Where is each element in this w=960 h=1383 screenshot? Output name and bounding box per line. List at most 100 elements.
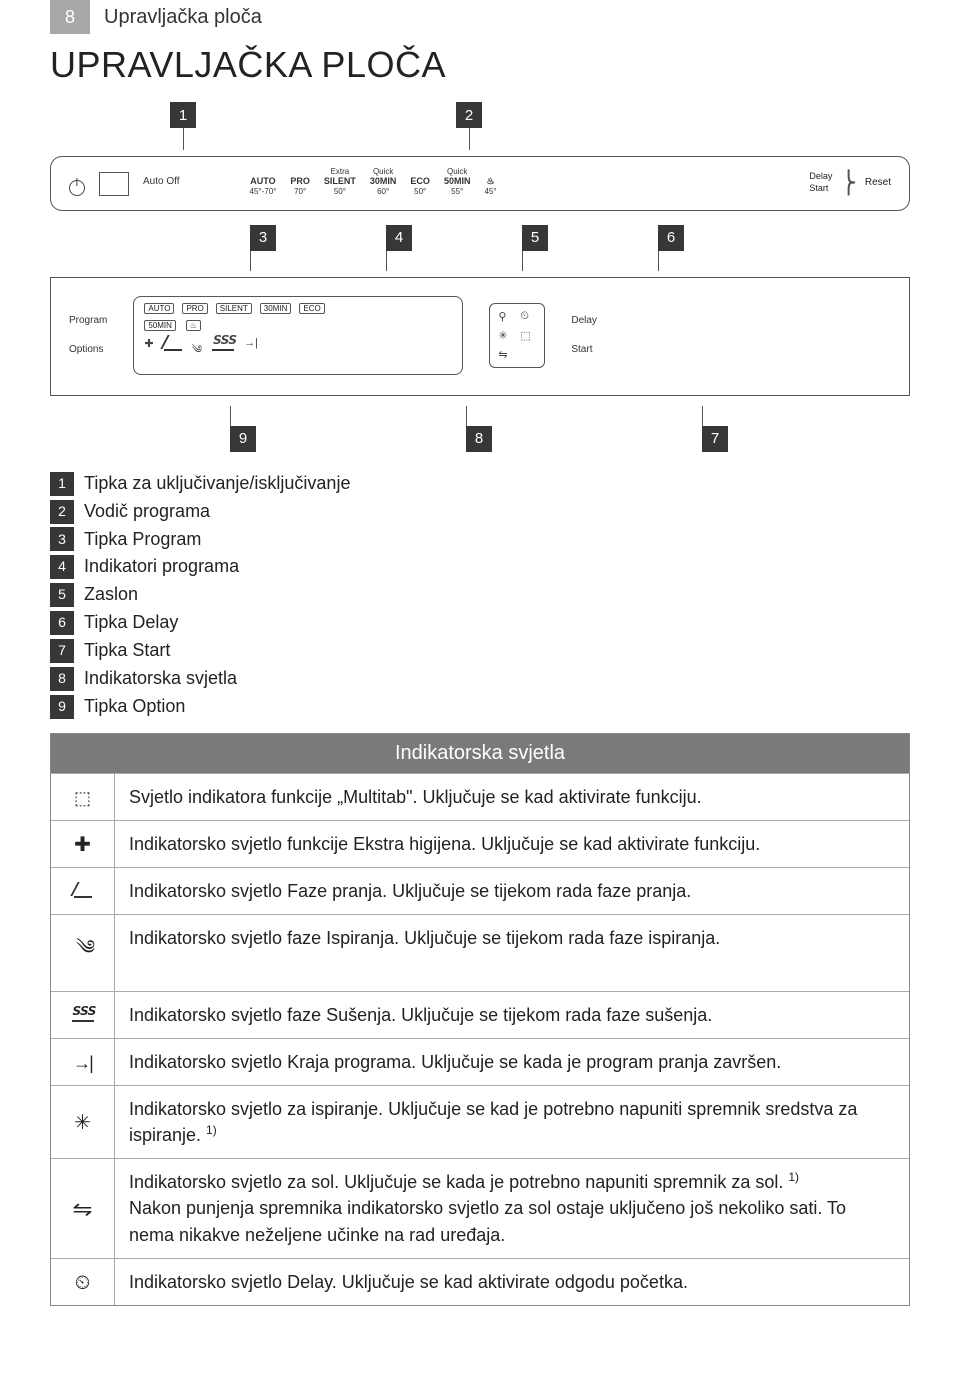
breadcrumb: Upravljačka ploča <box>104 6 262 29</box>
prog-temp: 70° <box>294 187 306 196</box>
page-title: UPRAVLJAČKA PLOČA <box>50 44 910 86</box>
reset-label: Reset <box>865 177 891 188</box>
disp-pill: AUTO <box>144 303 174 314</box>
table-row: Indikatorsko svjetlo Delay. Uključuje se… <box>51 1258 909 1305</box>
callout-badge: 9 <box>230 426 256 452</box>
prog-temp: 55° <box>451 187 463 196</box>
dry-icon <box>212 337 234 351</box>
end-icon <box>51 1039 115 1085</box>
legend-num: 2 <box>50 500 74 524</box>
disp-pill: ♨ <box>186 320 201 331</box>
start-label: Start <box>809 183 832 194</box>
lower-control-panel: Program Options AUTO PRO SILENT 30MIN EC… <box>50 277 910 396</box>
multitab-icon <box>51 774 115 820</box>
prog-label: AUTO <box>250 176 275 186</box>
prog-label: 30MIN <box>370 176 397 186</box>
start-button-label: Start <box>571 344 597 355</box>
row-text: Indikatorsko svjetlo Faze pranja. Uključ… <box>115 868 909 914</box>
row-text: Indikatorsko svjetlo faze Ispiranja. Ukl… <box>115 915 909 991</box>
auto-off-label: Auto Off <box>143 176 180 187</box>
plus-icon: ✚ <box>144 337 153 368</box>
callout-badge: 4 <box>386 225 412 251</box>
legend-num: 3 <box>50 527 74 551</box>
delay-label: Delay <box>809 171 832 182</box>
star-icon: ✳ <box>498 329 514 342</box>
disp-pill: PRO <box>182 303 207 314</box>
rinse-icon: ༄ <box>192 337 203 368</box>
legend-text: Tipka Option <box>84 693 185 721</box>
legend-text: Tipka za uključivanje/isključivanje <box>84 470 350 498</box>
prog-temp: 60° <box>377 187 389 196</box>
prog-label: ♨ <box>486 176 494 186</box>
delay-icon <box>51 1259 115 1305</box>
legend-list: 1Tipka za uključivanje/isključivanje 2Vo… <box>50 470 910 721</box>
disp-pill: 50MIN <box>144 320 176 331</box>
indicator-table-header: Indikatorska svjetla <box>51 734 909 773</box>
prog-temp: 50° <box>414 187 426 196</box>
clock-icon: ⏲ <box>520 310 536 323</box>
disp-pill: ECO <box>299 303 324 314</box>
rinse-aid-icon <box>51 1086 115 1158</box>
dry-icon <box>51 992 115 1038</box>
program-button-label: Program <box>69 315 107 326</box>
power-button[interactable] <box>99 172 129 196</box>
callout-badge: 5 <box>522 225 548 251</box>
prog-over: Extra <box>331 167 350 176</box>
delay-button-label: Delay <box>571 315 597 326</box>
prog-over: Quick <box>447 167 467 176</box>
wash-icon <box>164 337 182 351</box>
page-number: 8 <box>50 0 90 34</box>
wash-icon <box>51 868 115 914</box>
tap-icon: ⚲ <box>498 310 514 323</box>
page-header: 8 Upravljačka ploča <box>50 0 910 34</box>
row-text: Svjetlo indikatora funkcije „Multitab". … <box>115 774 909 820</box>
power-icon <box>69 180 85 196</box>
prog-label: SILENT <box>324 176 356 186</box>
legend-text: Indikatorska svjetla <box>84 665 237 693</box>
prog-label: ECO <box>410 176 430 186</box>
options-button-label: Options <box>69 344 107 355</box>
delay-start-block: DelayStart ⎬ Reset <box>809 170 891 196</box>
legend-text: Tipka Program <box>84 526 201 554</box>
table-row: Indikatorsko svjetlo za sol. Uključuje s… <box>51 1158 909 1257</box>
legend-num: 7 <box>50 639 74 663</box>
display-side-icons: ⚲ ⏲ ✳ ⬚ ⇋ <box>489 303 545 368</box>
row-text: Indikatorsko svjetlo za ispiranje. Uklju… <box>115 1086 909 1158</box>
multitab-icon: ⬚ <box>520 329 536 342</box>
table-row: Indikatorsko svjetlo Faze pranja. Uključ… <box>51 867 909 914</box>
prog-label: PRO <box>290 176 310 186</box>
row-text: Indikatorsko svjetlo Delay. Uključuje se… <box>115 1259 909 1305</box>
disp-pill: 30MIN <box>260 303 292 314</box>
table-row: Indikatorsko svjetlo za ispiranje. Uklju… <box>51 1085 909 1158</box>
display: AUTO PRO SILENT 30MIN ECO 50MIN ♨ ✚ ༄ →| <box>133 296 463 375</box>
callout-badge: 1 <box>170 102 196 128</box>
upper-control-panel: Auto Off AUTO45°-70° PRO70° ExtraSILENT5… <box>50 156 910 211</box>
table-row: Svjetlo indikatora funkcije „Multitab". … <box>51 773 909 820</box>
disp-pill: SILENT <box>216 303 252 314</box>
legend-num: 4 <box>50 555 74 579</box>
callout-badge: 7 <box>702 426 728 452</box>
callouts-bottom: 9 8 7 <box>50 406 910 452</box>
legend-text: Tipka Delay <box>84 609 178 637</box>
table-row: Indikatorsko svjetlo funkcije Ekstra hig… <box>51 820 909 867</box>
table-row: Indikatorsko svjetlo faze Sušenja. Uklju… <box>51 991 909 1038</box>
legend-text: Zaslon <box>84 581 138 609</box>
table-row: Indikatorsko svjetlo Kraja programa. Ukl… <box>51 1038 909 1085</box>
row-text: Indikatorsko svjetlo za sol. Uključuje s… <box>115 1159 909 1257</box>
row-text: Indikatorsko svjetlo Kraja programa. Ukl… <box>115 1039 909 1085</box>
salt-icon: ⇋ <box>498 348 514 361</box>
legend-num: 9 <box>50 695 74 719</box>
end-icon: →| <box>244 337 258 368</box>
legend-text: Vodič programa <box>84 498 210 526</box>
prog-temp: 50° <box>334 187 346 196</box>
program-labels: AUTO45°-70° PRO70° ExtraSILENT50° Quick3… <box>250 167 497 196</box>
indicator-table: Indikatorska svjetla Svjetlo indikatora … <box>50 733 910 1306</box>
legend-num: 6 <box>50 611 74 635</box>
display-icon-strip: ✚ ༄ →| <box>144 337 452 368</box>
callout-badge: 3 <box>250 225 276 251</box>
legend-text: Tipka Start <box>84 637 170 665</box>
callouts-top: 1 2 <box>50 102 910 150</box>
callout-badge: 8 <box>466 426 492 452</box>
prog-over: Quick <box>373 167 393 176</box>
callout-badge: 2 <box>456 102 482 128</box>
